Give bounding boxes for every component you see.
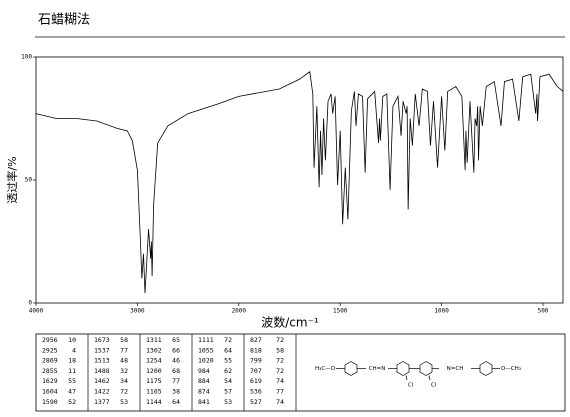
structure-label: H₃C—O: [315, 366, 336, 372]
table-cell: 54: [224, 377, 232, 385]
table-cell: 57: [224, 388, 232, 396]
table-cell: 53: [224, 398, 232, 406]
title: 石蜡糊法: [38, 12, 90, 28]
structure: [336, 361, 500, 381]
y-tick-label: 100: [21, 54, 32, 61]
table-cell: 65: [172, 336, 180, 344]
table-cell: 827: [250, 336, 262, 344]
table-cell: 1055: [198, 346, 214, 354]
table-cell: 72: [276, 357, 284, 365]
table-cell: 1111: [198, 336, 214, 344]
table-cell: 47: [68, 388, 76, 396]
y-tick-label: 0: [28, 300, 32, 307]
table-cell: 707: [250, 367, 262, 375]
structure-label: Cl: [431, 383, 437, 389]
table-cell: 72: [120, 388, 128, 396]
table-cell: 1144: [146, 398, 162, 406]
bond: [405, 375, 408, 381]
table-cell: 72: [276, 336, 284, 344]
table-cell: 74: [276, 377, 284, 385]
table-cell: 984: [198, 367, 210, 375]
x-tick-label: 4000: [29, 308, 44, 315]
structure-label: Cl: [408, 383, 414, 389]
table-cell: 536: [250, 388, 262, 396]
table-cell: 64: [172, 398, 180, 406]
table-cell: 38: [172, 388, 180, 396]
table-cell: 1488: [94, 367, 110, 375]
table-cell: 18: [68, 357, 76, 365]
table-cell: 2869: [42, 357, 58, 365]
table-cell: 77: [276, 388, 284, 396]
table-cell: 1513: [94, 357, 110, 365]
structure-label: N=CH: [447, 366, 464, 372]
table-cell: 874: [198, 388, 210, 396]
table-cell: 2956: [42, 336, 58, 344]
table-cell: 1020: [198, 357, 214, 365]
table-cell: 55: [68, 377, 76, 385]
table-cell: 34: [120, 377, 128, 385]
table-cell: 62: [224, 367, 232, 375]
x-tick-label: 1000: [434, 308, 449, 315]
table-cell: 74: [276, 398, 284, 406]
table-cell: 1629: [42, 377, 58, 385]
ring: [419, 361, 433, 376]
table-cell: 884: [198, 377, 210, 385]
table-cell: 58: [276, 346, 284, 354]
table-cell: 53: [120, 398, 128, 406]
table-cell: 799: [250, 357, 262, 365]
table-cell: 527: [250, 398, 262, 406]
table-cell: 32: [120, 367, 128, 375]
y-tick-label: 50: [25, 177, 33, 184]
table-cell: 1604: [42, 388, 58, 396]
table-cell: 58: [120, 336, 128, 344]
table-cell: 1200: [146, 367, 162, 375]
table-cell: 68: [172, 367, 180, 375]
table-cell: 1537: [94, 346, 110, 354]
table-cell: 818: [250, 346, 262, 354]
spectrum-line: [35, 71, 564, 294]
table-cell: 64: [224, 346, 232, 354]
table-cell: 52: [68, 398, 76, 406]
table-cell: 1590: [42, 398, 58, 406]
table-cell: 619: [250, 377, 262, 385]
table-cell: 1311: [146, 336, 162, 344]
table-cell: 77: [172, 377, 180, 385]
ring: [344, 361, 358, 376]
table-cell: 55: [224, 357, 232, 365]
x-axis-label: 波数/cm⁻¹: [261, 315, 319, 330]
ring: [396, 361, 410, 376]
table-cell: 1175: [146, 377, 162, 385]
table-cell: 1165: [146, 388, 162, 396]
table-cell: 1462: [94, 377, 110, 385]
table-cell: 77: [120, 346, 128, 354]
x-tick-label: 1500: [333, 308, 348, 315]
table-cell: 2925: [42, 346, 58, 354]
table-cell: 1673: [94, 336, 110, 344]
bond: [428, 375, 431, 381]
x-tick-label: 500: [538, 308, 549, 315]
y-axis-label: 透过率/%: [5, 156, 19, 203]
ring: [479, 361, 493, 376]
table-cell: 4: [72, 346, 76, 354]
table-cell: 11: [68, 367, 76, 375]
table-cell: 1302: [146, 346, 162, 354]
plot-frame: [35, 56, 564, 304]
table-cell: 1254: [146, 357, 162, 365]
table-cell: 841: [198, 398, 210, 406]
table-cell: 2855: [42, 367, 58, 375]
structure-label: O—CH₃: [501, 366, 521, 372]
table-cell: 66: [172, 346, 180, 354]
table-cell: 72: [276, 367, 284, 375]
x-tick-label: 2000: [232, 308, 247, 315]
table-frame: [35, 333, 566, 412]
structure-label: CH=N: [369, 366, 386, 372]
table-cell: 72: [224, 336, 232, 344]
table-cell: 10: [68, 336, 76, 344]
x-tick-label: 3000: [130, 308, 145, 315]
table-cell: 46: [172, 357, 180, 365]
table-cell: 48: [120, 357, 128, 365]
table-cell: 1422: [94, 388, 110, 396]
table-cell: 1377: [94, 398, 110, 406]
